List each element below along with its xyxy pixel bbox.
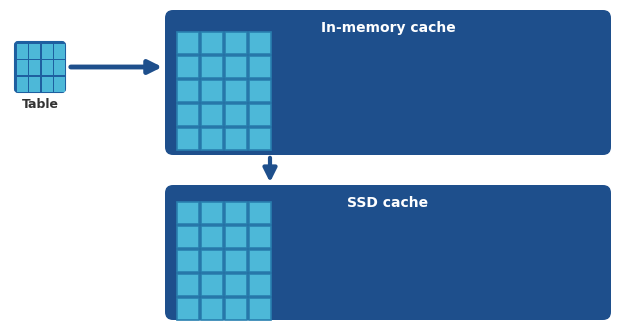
Bar [249, 128, 271, 150]
Bar [225, 298, 247, 320]
Bar [177, 226, 199, 248]
Bar [225, 226, 247, 248]
Bar [29, 77, 40, 92]
Bar [201, 56, 223, 78]
Bar [249, 80, 271, 102]
Bar [225, 32, 247, 54]
Bar [249, 226, 271, 248]
Bar [249, 298, 271, 320]
Bar [42, 77, 52, 92]
Bar [225, 274, 247, 296]
Bar [177, 104, 199, 126]
Bar [42, 43, 52, 59]
Bar [201, 80, 223, 102]
Bar [177, 202, 199, 224]
Bar [201, 274, 223, 296]
FancyBboxPatch shape [15, 42, 65, 92]
Bar [201, 104, 223, 126]
Bar [201, 202, 223, 224]
Bar [201, 298, 223, 320]
Bar [177, 32, 199, 54]
Bar [54, 43, 65, 59]
Bar [16, 77, 27, 92]
Bar [177, 250, 199, 272]
Bar [29, 43, 40, 59]
Bar [225, 202, 247, 224]
Bar [249, 104, 271, 126]
Bar [249, 56, 271, 78]
Text: In-memory cache: In-memory cache [321, 21, 456, 35]
Bar [54, 60, 65, 75]
Bar [177, 56, 199, 78]
Text: Table: Table [21, 98, 59, 111]
Bar [249, 274, 271, 296]
Text: SSD cache: SSD cache [348, 196, 429, 210]
Bar [225, 56, 247, 78]
FancyBboxPatch shape [165, 10, 611, 155]
Bar [249, 202, 271, 224]
Bar [177, 274, 199, 296]
Bar [201, 128, 223, 150]
Bar [201, 32, 223, 54]
Bar [16, 43, 27, 59]
Bar [249, 250, 271, 272]
Bar [29, 60, 40, 75]
Bar [225, 250, 247, 272]
Bar [201, 250, 223, 272]
Bar [225, 128, 247, 150]
FancyBboxPatch shape [165, 185, 611, 320]
Bar [177, 298, 199, 320]
Bar [249, 32, 271, 54]
Bar [16, 60, 27, 75]
Bar [225, 104, 247, 126]
Bar [177, 128, 199, 150]
Bar [54, 77, 65, 92]
Bar [225, 80, 247, 102]
Bar [177, 80, 199, 102]
Bar [201, 226, 223, 248]
Bar [42, 60, 52, 75]
